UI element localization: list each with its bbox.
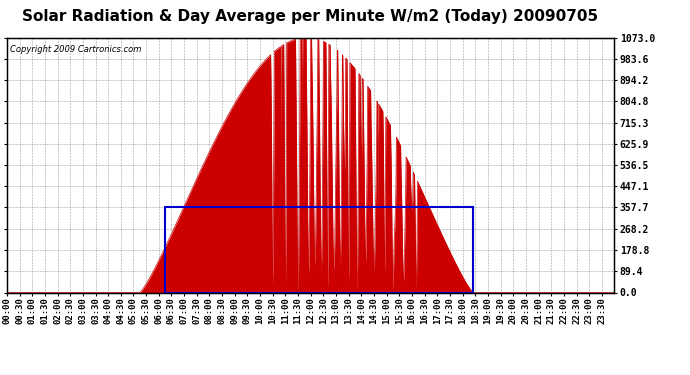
Text: Solar Radiation & Day Average per Minute W/m2 (Today) 20090705: Solar Radiation & Day Average per Minute… bbox=[23, 9, 598, 24]
Text: Copyright 2009 Cartronics.com: Copyright 2009 Cartronics.com bbox=[10, 45, 141, 54]
Bar bbox=[165, 207, 473, 292]
